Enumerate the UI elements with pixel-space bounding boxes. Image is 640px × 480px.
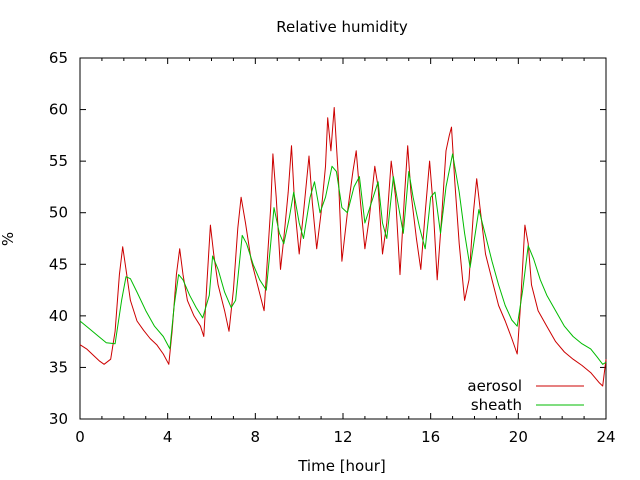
y-tick-label: 40	[49, 307, 68, 325]
x-tick-label: 8	[251, 428, 261, 446]
x-axis-label: Time [hour]	[297, 457, 386, 475]
x-tick-label: 24	[596, 428, 615, 446]
y-tick-label: 65	[49, 49, 68, 67]
legend-label-sheath: sheath	[471, 396, 522, 414]
legend-label-aerosol: aerosol	[467, 377, 522, 395]
y-tick-label: 45	[49, 255, 68, 273]
y-tick-label: 30	[49, 410, 68, 428]
y-tick-label: 50	[49, 204, 68, 222]
x-tick-label: 16	[421, 428, 440, 446]
series-line-aerosol	[79, 107, 607, 387]
x-tick-labels: 0 4 8 12 16 20 24	[75, 428, 615, 446]
x-tick-label: 0	[75, 428, 85, 446]
y-tick-label: 35	[49, 358, 68, 376]
y-axis-label: %	[0, 232, 17, 246]
y-tick-labels: 30 35 40 45 50 55 60 65	[49, 49, 68, 428]
x-tick-label: 4	[163, 428, 173, 446]
legend: aerosol sheath	[467, 377, 584, 414]
y-tick-label: 60	[49, 101, 68, 119]
y-tick-label: 55	[49, 152, 68, 170]
axis-ticks	[79, 57, 607, 420]
series-lines	[79, 107, 607, 387]
x-tick-label: 20	[509, 428, 528, 446]
x-tick-label: 12	[333, 428, 352, 446]
series-line-sheath	[79, 153, 607, 365]
chart-title: Relative humidity	[276, 18, 408, 36]
